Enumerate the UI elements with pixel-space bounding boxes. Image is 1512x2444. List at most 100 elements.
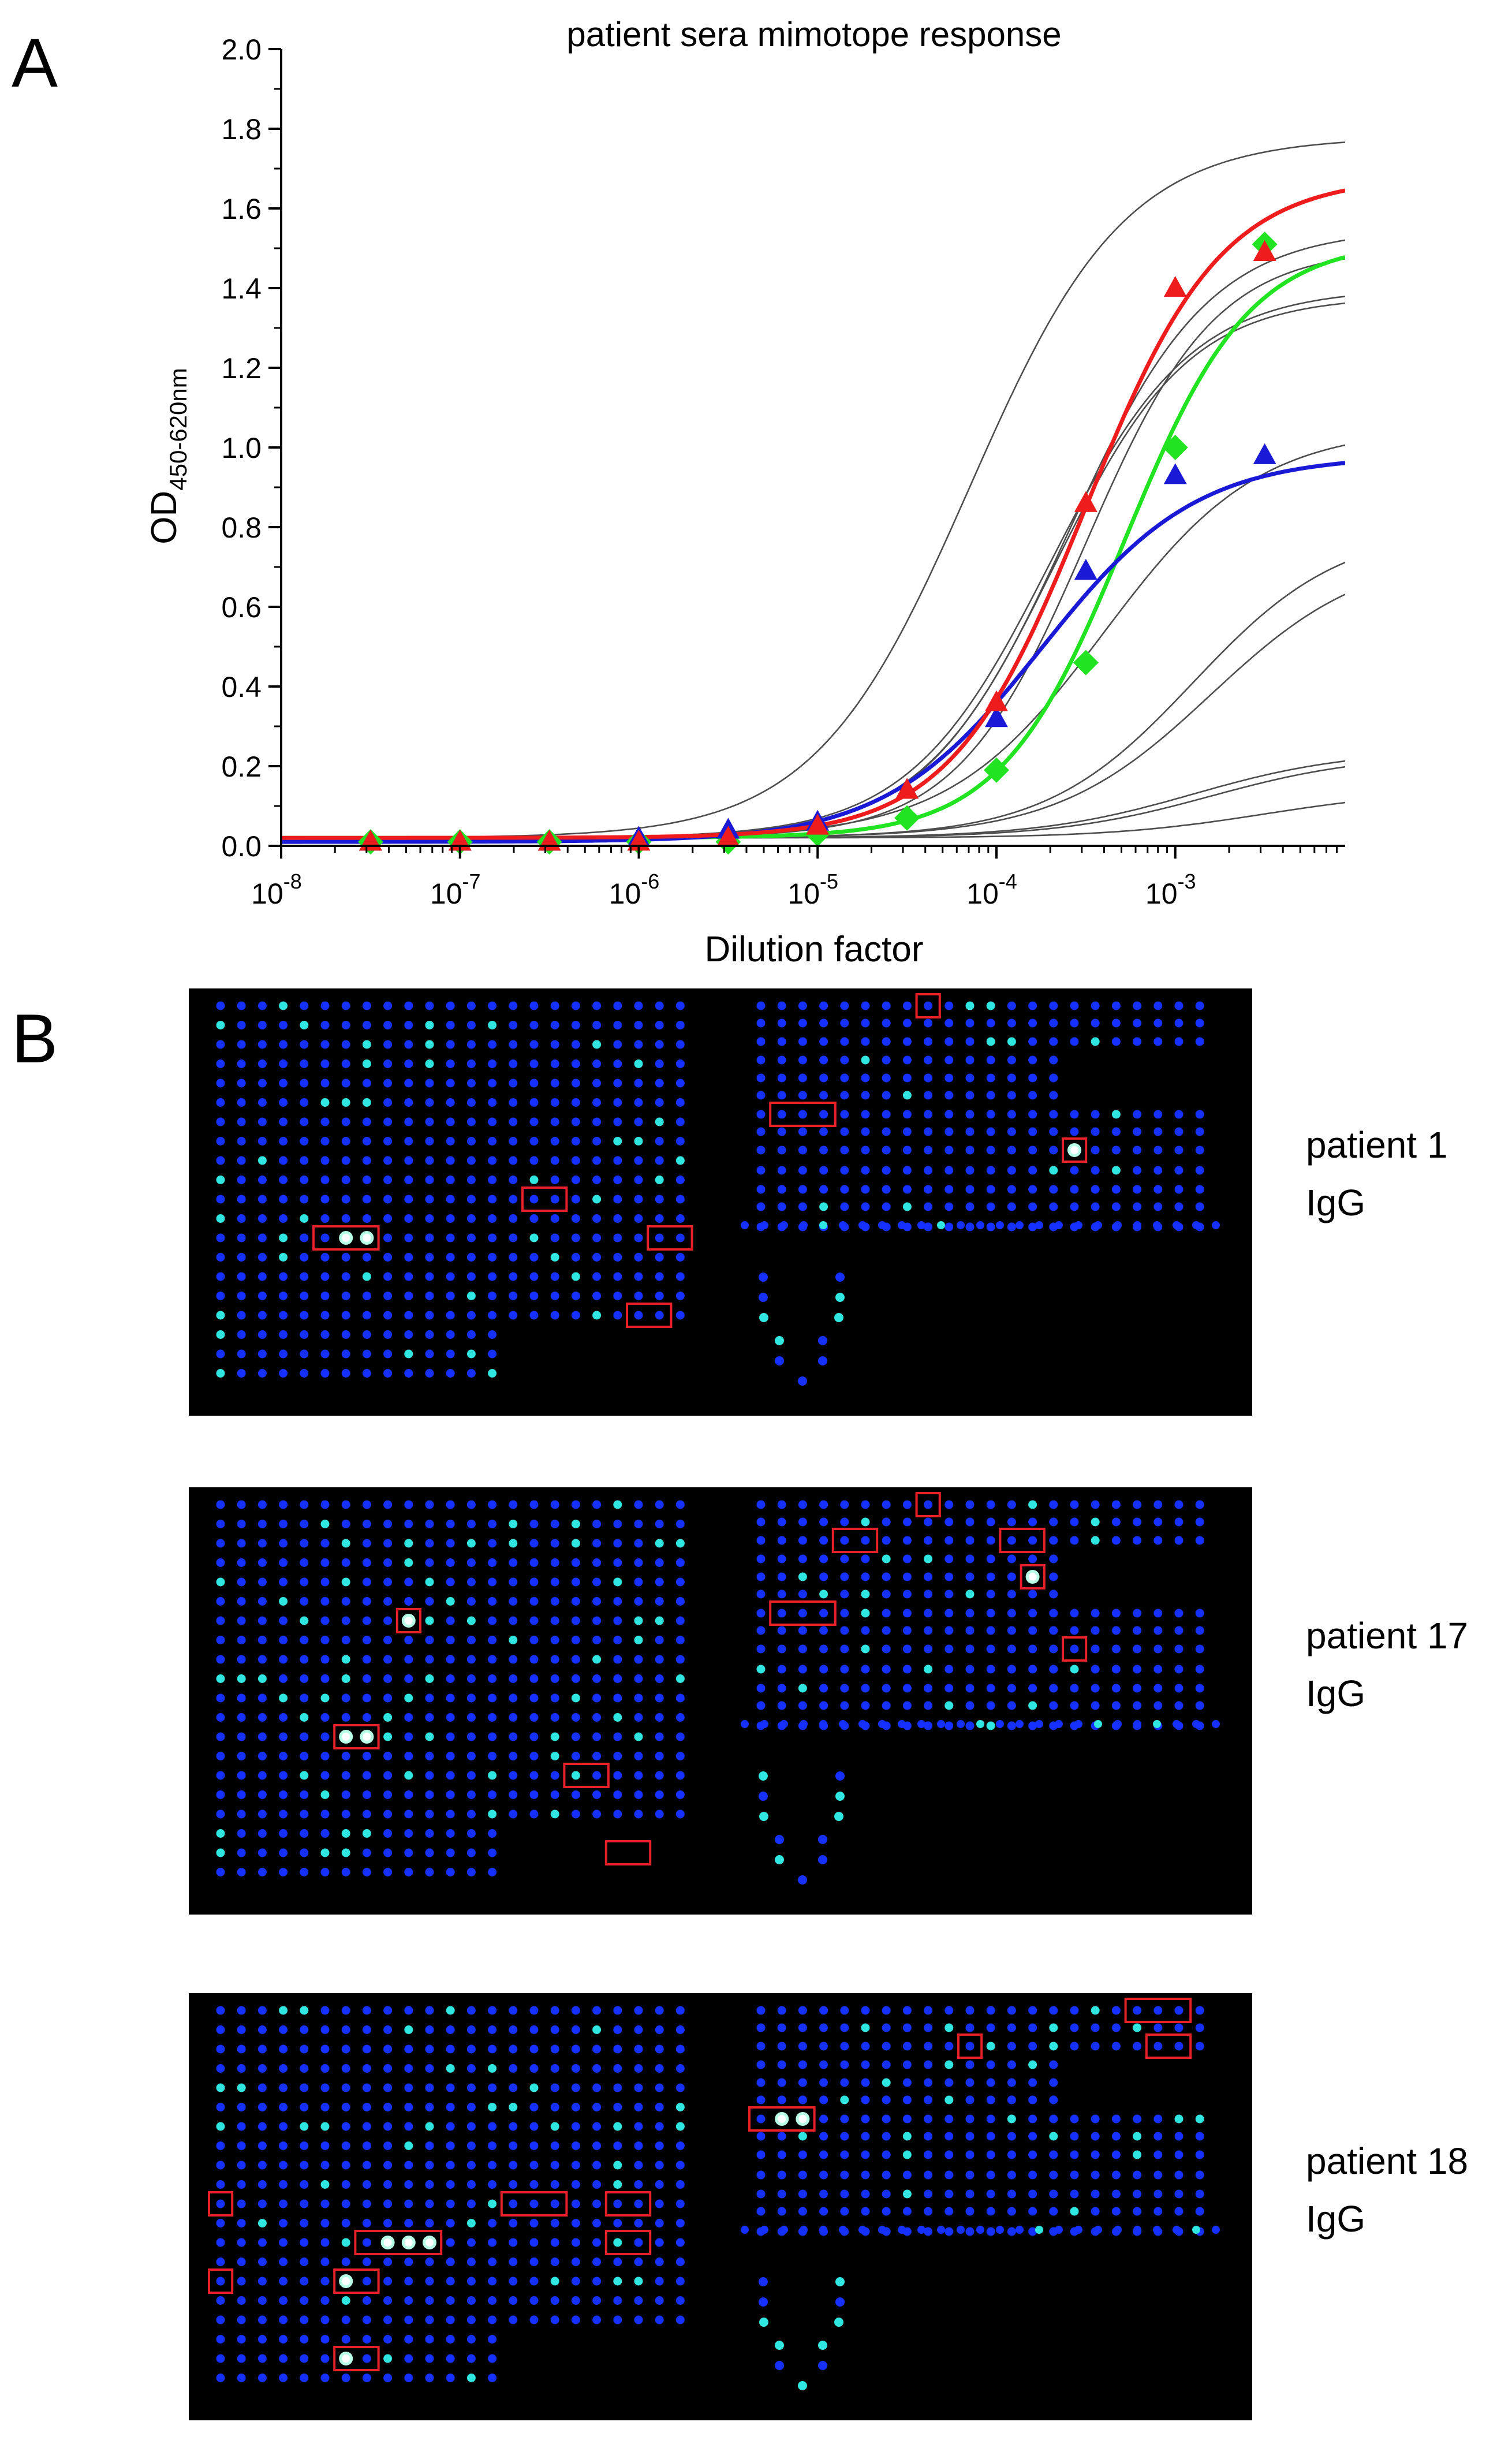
blue-triangle-marker [1074, 558, 1097, 580]
array-spot [1007, 1684, 1016, 1693]
array-spot [1174, 1127, 1184, 1136]
array-spot [756, 1517, 766, 1527]
array-spot [1174, 1644, 1184, 1654]
array-spot [404, 1520, 413, 1528]
array-spot [216, 1597, 225, 1606]
array-spot [237, 1693, 246, 1703]
array-spot [1070, 2006, 1079, 2015]
array-spot [1007, 1110, 1016, 1119]
array-spot [571, 1040, 580, 1049]
array-spot [488, 1809, 497, 1819]
array-spot [986, 2170, 995, 2180]
array-spot [1192, 2226, 1200, 2234]
array-spot [861, 2042, 870, 2051]
array-spot [237, 2083, 246, 2092]
array-spot [341, 1001, 350, 1010]
array-spot [216, 1616, 225, 1625]
array-spot [300, 2141, 309, 2150]
array-spot [257, 1098, 267, 1107]
array-spot [1153, 2189, 1163, 2199]
array-spot [756, 2207, 766, 2216]
array-spot [1049, 1055, 1058, 1065]
array-spot [300, 1330, 309, 1339]
array-spot [341, 1520, 350, 1528]
array-spot [550, 1636, 559, 1644]
array-spot [944, 1018, 954, 1028]
array-spot [840, 1665, 849, 1674]
array-spot [300, 2315, 309, 2324]
array-spot [362, 1040, 371, 1049]
array-spot [902, 1202, 912, 1211]
array-spot [300, 1829, 309, 1838]
array-spot [300, 1655, 309, 1664]
array-spot [944, 1073, 954, 1083]
array-spot [279, 2006, 288, 2015]
array-spot [655, 1311, 664, 1320]
array-spot [488, 1577, 497, 1587]
array-spot [675, 1117, 685, 1126]
array-spot [1070, 1665, 1079, 1674]
array-spot [924, 1073, 933, 1083]
array-spot [257, 2374, 267, 2382]
array-spot [861, 1536, 870, 1545]
array-spot [655, 1292, 664, 1300]
array-spot [986, 2227, 995, 2236]
array-spot [634, 1790, 643, 1799]
array-spot [777, 1554, 786, 1564]
array-spot [592, 2083, 602, 2092]
array-spot [383, 1156, 393, 1165]
array-spot [1195, 1536, 1204, 1545]
array-spot [613, 1771, 622, 1780]
array-spot [488, 2161, 497, 2170]
array-spot [944, 2023, 954, 2032]
array-spot [341, 1539, 350, 1548]
array-spot [550, 1558, 559, 1567]
array-spot [446, 1079, 455, 1088]
array-spot [965, 1554, 975, 1564]
array-spot [404, 1655, 413, 1664]
array-spot [216, 1311, 225, 1320]
array-spot [592, 1272, 602, 1281]
array-spot [986, 1073, 995, 1083]
array-spot [924, 1145, 933, 1155]
array-spot [425, 1732, 434, 1741]
array-spot [1195, 1684, 1204, 1693]
array-spot [383, 2374, 393, 2382]
array-spot [404, 1809, 413, 1819]
array-spot [300, 1713, 309, 1722]
array-spot [279, 2277, 288, 2286]
array-spot [466, 2315, 476, 2324]
array-spot [1192, 1221, 1200, 1229]
array-spot [924, 1091, 933, 1100]
array-spot [571, 1137, 580, 1145]
array-spot [529, 1079, 539, 1088]
array-spot [1049, 1185, 1058, 1194]
array-spot [592, 1059, 602, 1068]
array-spot [362, 1330, 371, 1339]
array-spot [986, 2132, 995, 2141]
array-spot [1007, 1222, 1016, 1232]
control-spot [818, 1855, 827, 1864]
array-spot [965, 1609, 975, 1618]
array-spot [1007, 1145, 1016, 1155]
highlight-box [1020, 1564, 1046, 1589]
array-spot [924, 1037, 933, 1046]
array-spot [1195, 1145, 1204, 1155]
array-spot [341, 1752, 350, 1760]
array-spot [320, 2122, 330, 2131]
array-spot [944, 1110, 954, 1119]
array-spot [446, 1848, 455, 1857]
array-spot [446, 1693, 455, 1703]
array-spot [362, 1272, 371, 1281]
array-spot [965, 1110, 975, 1119]
array-spot [383, 1732, 393, 1741]
array-spot [902, 1018, 912, 1028]
array-spot [257, 2044, 267, 2054]
array-spot [634, 1771, 643, 1780]
array-spot [965, 2132, 975, 2141]
x-tick-exponent: -5 [820, 870, 838, 893]
array-spot [341, 1021, 350, 1029]
array-spot [1195, 2170, 1204, 2180]
array-spot [404, 1693, 413, 1703]
array-spot [300, 2064, 309, 2073]
